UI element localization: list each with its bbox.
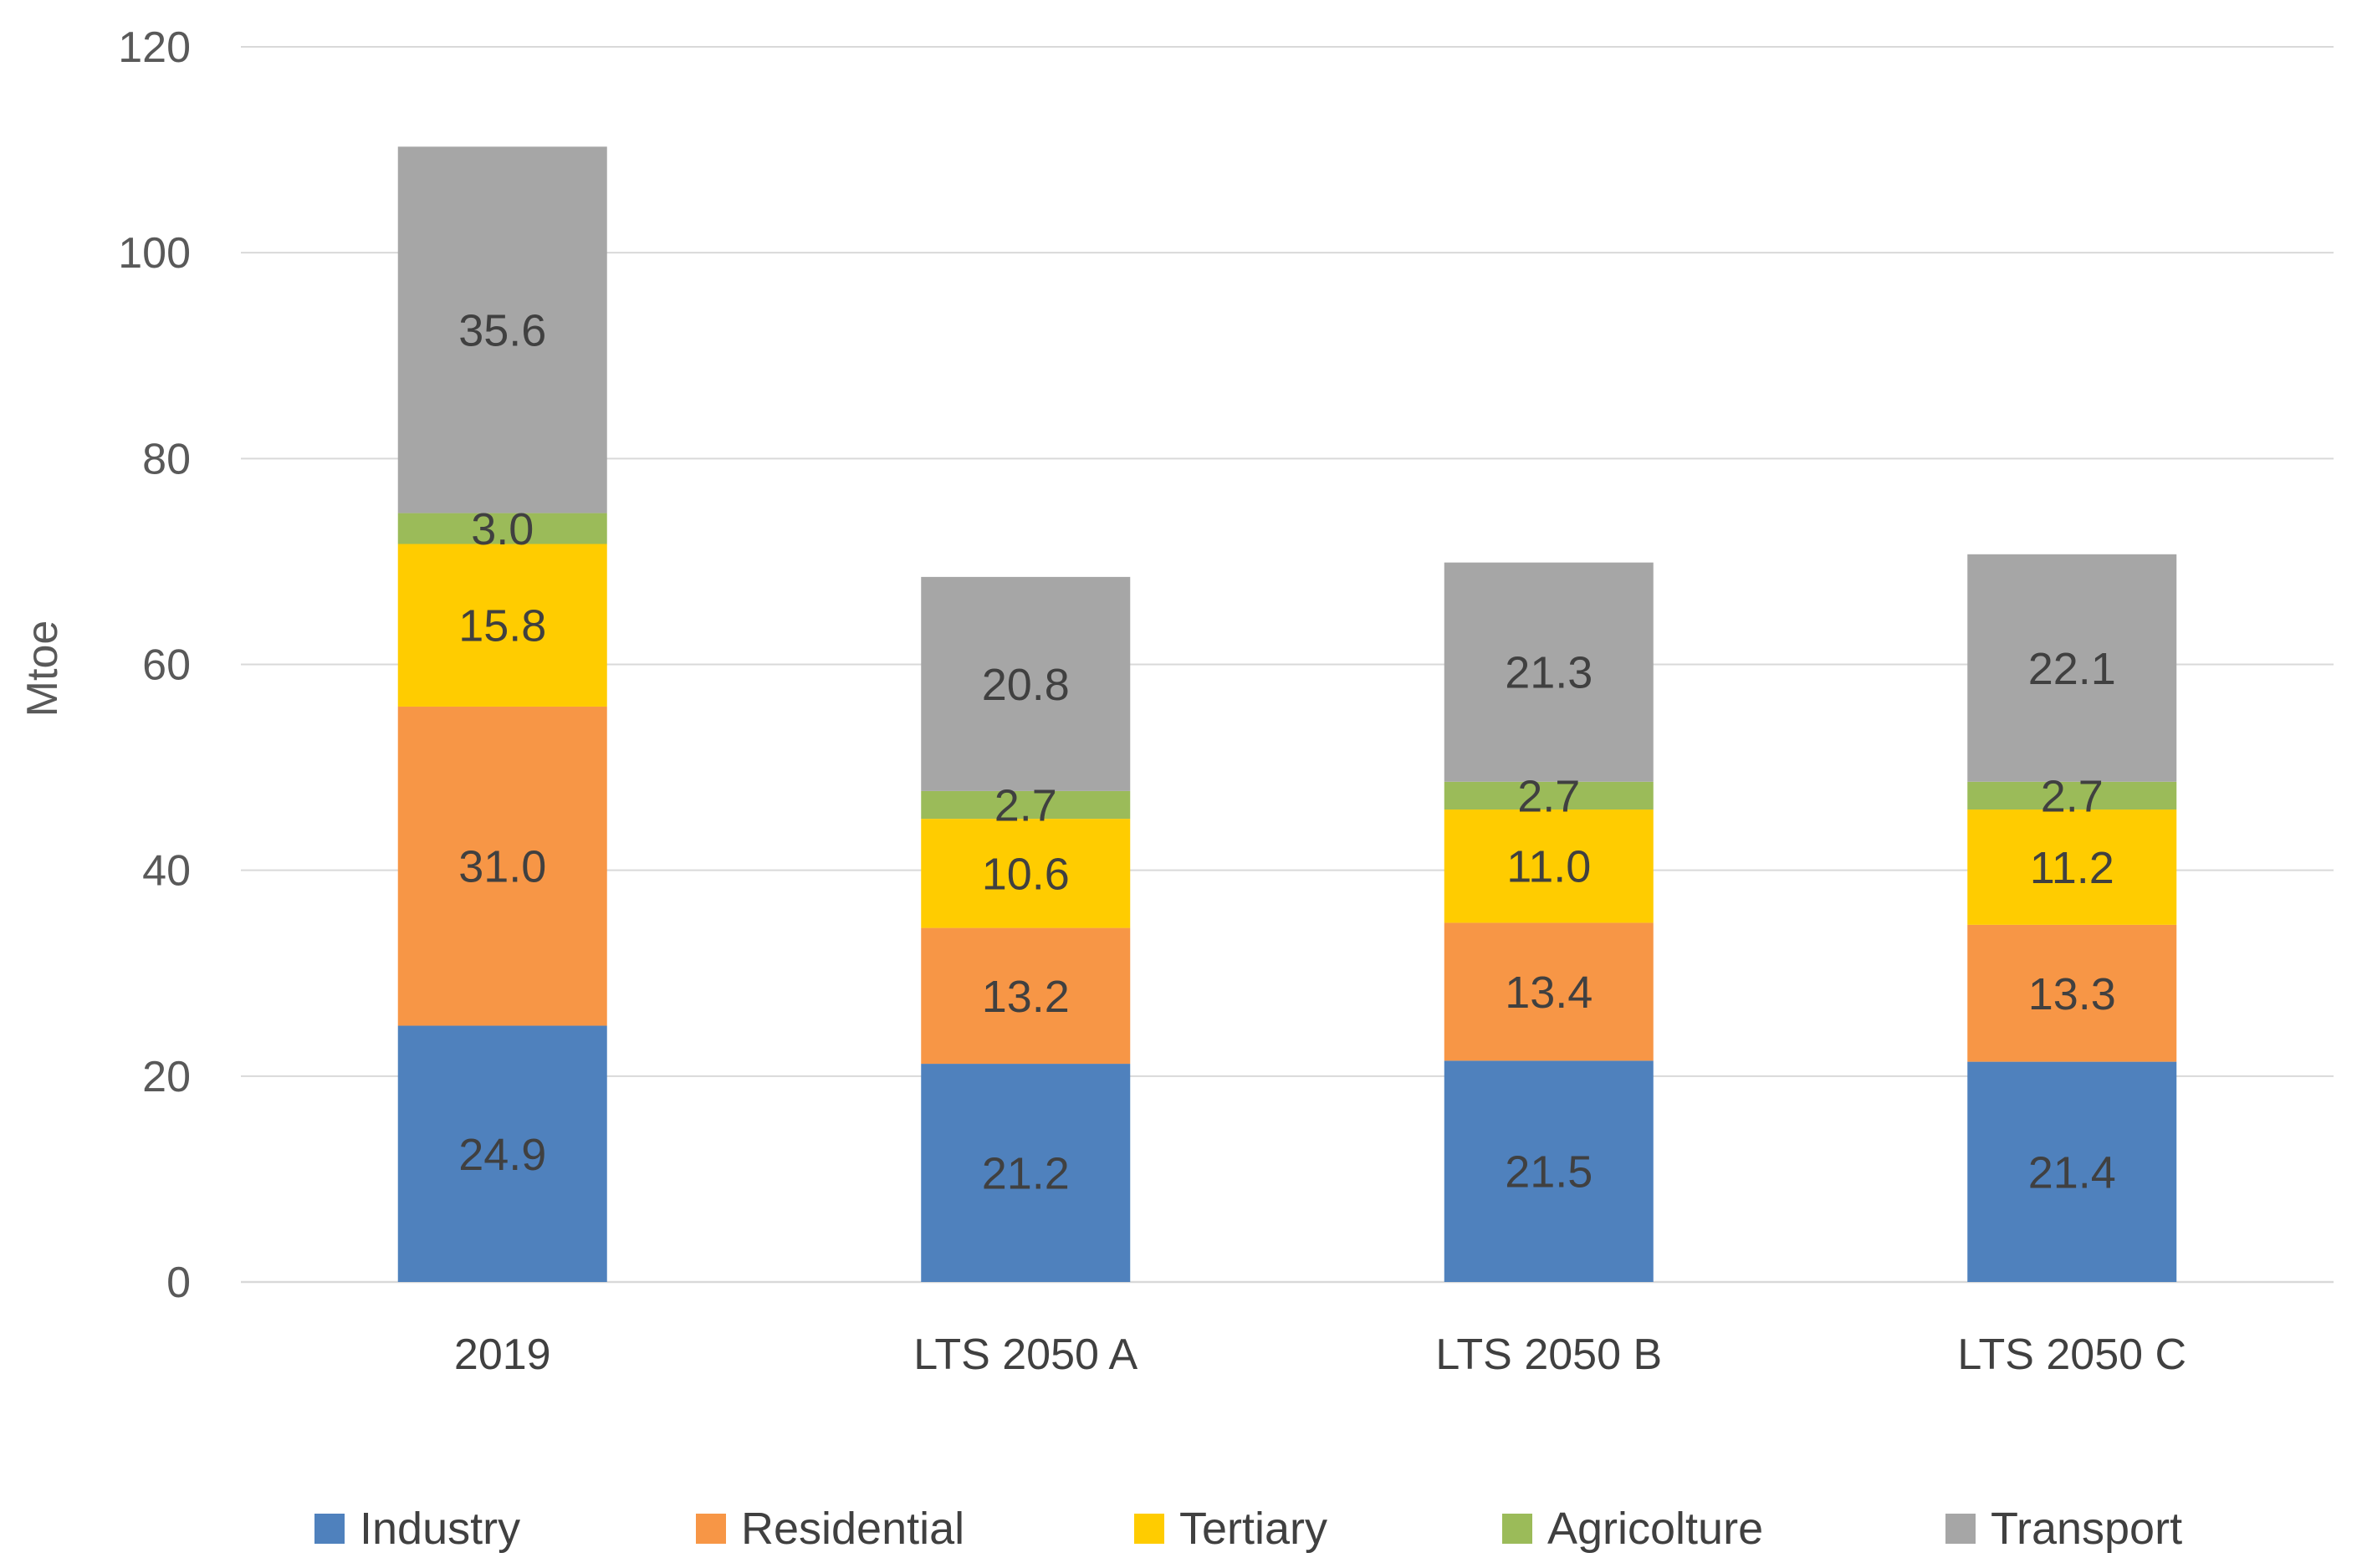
bars bbox=[397, 146, 2177, 1282]
bar-segment-industry bbox=[1444, 1060, 1654, 1282]
y-tick-label: 120 bbox=[118, 23, 191, 72]
legend-item-residential: Residential bbox=[696, 1504, 964, 1554]
y-tick-label: 80 bbox=[142, 435, 191, 483]
data-label-industry: 21.5 bbox=[1505, 1147, 1593, 1198]
bar-segment-agricolture bbox=[1444, 781, 1654, 810]
legend-swatch bbox=[1945, 1514, 1976, 1544]
data-label-residential: 13.4 bbox=[1505, 968, 1593, 1018]
legend-label: Industry bbox=[360, 1504, 520, 1554]
bar-segment-tertiary bbox=[1444, 810, 1654, 923]
bar-segment-residential bbox=[921, 927, 1131, 1065]
x-axis-categories: 2019 LTS 2050 A LTS 2050 B LTS 2050 C bbox=[454, 1331, 2186, 1379]
x-category-label: 2019 bbox=[454, 1331, 551, 1379]
x-category-label: LTS 2050 A bbox=[913, 1331, 1138, 1379]
y-axis-ticks: 0 20 40 60 80 100 120 bbox=[118, 23, 191, 1307]
y-tick-label: 40 bbox=[142, 847, 191, 896]
legend: Industry Residential Tertiary Agricolture Tr… bbox=[314, 1504, 2182, 1554]
data-label-tertiary: 10.6 bbox=[982, 849, 1070, 899]
bar-segment-residential bbox=[1444, 922, 1654, 1061]
bar-segment-agricolture bbox=[921, 790, 1131, 820]
bar-segment-tertiary bbox=[921, 819, 1131, 928]
data-label-transport: 21.3 bbox=[1505, 648, 1593, 698]
legend-item-agricolture: Agricolture bbox=[1502, 1504, 1763, 1554]
legend-label: Residential bbox=[741, 1504, 964, 1554]
data-label-agricolture: 2.7 bbox=[1517, 771, 1580, 821]
bar-segment-industry bbox=[921, 1064, 1131, 1282]
bar-segment-agricolture bbox=[397, 513, 607, 544]
bar-segment-tertiary bbox=[397, 544, 607, 707]
data-label-transport: 22.1 bbox=[2028, 644, 2116, 694]
y-tick-label: 100 bbox=[118, 229, 191, 278]
data-label-agricolture: 2.7 bbox=[2041, 771, 2104, 821]
data-labels: 24.9 31.0 15.8 3.0 35.6 21.2 13.2 10.6 2.7 20.8 21… bbox=[458, 305, 2116, 1198]
x-category-label: LTS 2050 B bbox=[1435, 1331, 1662, 1379]
data-label-residential: 13.2 bbox=[982, 972, 1070, 1022]
data-label-residential: 31.0 bbox=[458, 842, 546, 892]
legend-label: Tertiary bbox=[1179, 1504, 1327, 1554]
data-label-transport: 20.8 bbox=[982, 660, 1070, 710]
y-axis-title: Mtoe bbox=[18, 621, 67, 718]
bar-segment-industry bbox=[1967, 1061, 2177, 1282]
bar-segment-agricolture bbox=[1967, 781, 2177, 810]
bar-segment-transport bbox=[921, 576, 1131, 791]
data-label-tertiary: 11.0 bbox=[1506, 842, 1591, 892]
data-label-tertiary: 15.8 bbox=[458, 601, 546, 651]
data-label-agricolture: 2.7 bbox=[994, 781, 1057, 831]
data-label-industry: 24.9 bbox=[458, 1130, 546, 1180]
bar-segment-residential bbox=[397, 706, 607, 1026]
legend-item-transport: Transport bbox=[1945, 1504, 2182, 1554]
data-label-industry: 21.4 bbox=[2028, 1147, 2116, 1198]
y-tick-label: 20 bbox=[142, 1053, 191, 1101]
data-label-transport: 35.6 bbox=[458, 305, 546, 355]
data-label-residential: 13.3 bbox=[2028, 969, 2116, 1019]
legend-swatch bbox=[1134, 1514, 1164, 1544]
legend-item-tertiary: Tertiary bbox=[1134, 1504, 1327, 1554]
legend-label: Transport bbox=[1991, 1504, 2182, 1554]
legend-item-industry: Industry bbox=[314, 1504, 520, 1554]
bar-segment-tertiary bbox=[1967, 810, 2177, 925]
bar-segment-industry bbox=[397, 1025, 607, 1282]
legend-swatch bbox=[314, 1514, 345, 1544]
bar-segment-residential bbox=[1967, 924, 2177, 1062]
legend-swatch bbox=[1502, 1514, 1532, 1544]
legend-swatch bbox=[696, 1514, 726, 1544]
data-label-tertiary: 11.2 bbox=[2030, 843, 2114, 893]
x-category-label: LTS 2050 C bbox=[1957, 1331, 2186, 1379]
bar-segment-transport bbox=[1967, 554, 2177, 782]
data-label-agricolture: 3.0 bbox=[471, 504, 534, 554]
data-label-industry: 21.2 bbox=[982, 1149, 1070, 1199]
bar-segment-transport bbox=[397, 146, 607, 513]
y-tick-label: 60 bbox=[142, 641, 191, 690]
y-tick-label: 0 bbox=[166, 1259, 191, 1307]
legend-label: Agricolture bbox=[1547, 1504, 1763, 1554]
bar-segment-transport bbox=[1444, 562, 1654, 782]
